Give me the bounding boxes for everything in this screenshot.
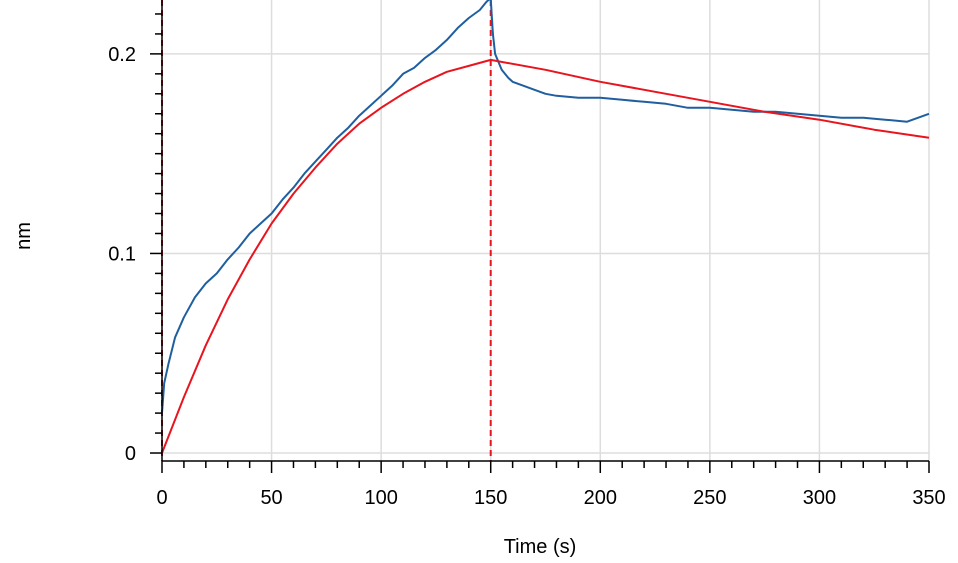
x-tick-label: 50: [260, 487, 282, 509]
x-tick-label: 100: [364, 487, 397, 509]
x-tick-label: 0: [156, 487, 167, 509]
vertical-markers: [161, 0, 492, 461]
x-tick-label: 200: [584, 487, 617, 509]
x-axis-label: Time (s): [504, 536, 577, 558]
x-tick-label: 350: [912, 487, 945, 509]
tick-labels: 0 50 100 150 200 250 300 350 0 0.1 0.2: [108, 44, 946, 509]
series-lines: [161, 0, 930, 454]
axes: [150, 0, 930, 473]
x-tick-label: 250: [693, 487, 726, 509]
grid-lines: [162, 0, 930, 461]
y-tick-label: 0.1: [108, 243, 136, 265]
y-tick-label: 0.2: [108, 44, 136, 66]
y-axis-label: nm: [13, 222, 35, 250]
x-tick-label: 300: [803, 487, 836, 509]
measured-curve: [161, 0, 930, 414]
x-tick-label: 150: [474, 487, 507, 509]
y-tick-label: 0: [125, 443, 136, 465]
fit-curve: [161, 58, 930, 454]
